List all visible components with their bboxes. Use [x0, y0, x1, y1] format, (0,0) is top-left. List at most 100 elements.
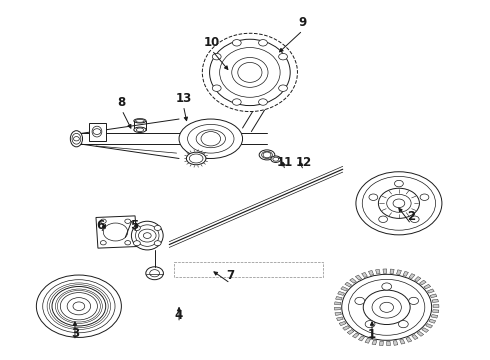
Text: 3: 3 — [71, 327, 79, 339]
Circle shape — [382, 283, 392, 290]
Circle shape — [36, 275, 122, 337]
Circle shape — [100, 240, 106, 245]
Circle shape — [201, 132, 220, 146]
Polygon shape — [431, 315, 438, 318]
Polygon shape — [335, 302, 341, 305]
Polygon shape — [335, 312, 342, 315]
Ellipse shape — [134, 127, 146, 132]
Circle shape — [133, 225, 140, 230]
Circle shape — [393, 199, 405, 208]
Polygon shape — [412, 334, 418, 339]
Circle shape — [232, 99, 241, 105]
Polygon shape — [426, 324, 433, 328]
Circle shape — [380, 302, 393, 312]
Polygon shape — [355, 275, 362, 280]
Polygon shape — [341, 287, 347, 291]
Ellipse shape — [220, 48, 280, 97]
Ellipse shape — [131, 221, 163, 250]
Ellipse shape — [179, 119, 243, 158]
Ellipse shape — [271, 156, 281, 162]
Text: 8: 8 — [118, 96, 126, 109]
Circle shape — [409, 297, 418, 305]
Polygon shape — [400, 339, 405, 344]
Circle shape — [356, 172, 442, 235]
Circle shape — [43, 280, 115, 333]
Text: 13: 13 — [175, 92, 192, 105]
Polygon shape — [415, 276, 421, 282]
Polygon shape — [417, 332, 424, 336]
Polygon shape — [406, 337, 412, 342]
Polygon shape — [379, 341, 383, 346]
Ellipse shape — [92, 126, 102, 137]
Ellipse shape — [238, 63, 262, 82]
Polygon shape — [336, 297, 342, 300]
Circle shape — [387, 194, 411, 212]
Circle shape — [150, 270, 159, 277]
Circle shape — [100, 219, 106, 224]
Ellipse shape — [136, 120, 145, 122]
Circle shape — [93, 129, 101, 134]
Polygon shape — [396, 270, 401, 275]
Polygon shape — [358, 336, 365, 341]
Polygon shape — [387, 341, 391, 346]
Polygon shape — [96, 216, 137, 248]
Circle shape — [125, 219, 131, 224]
Circle shape — [378, 188, 419, 219]
Circle shape — [154, 241, 161, 246]
Polygon shape — [89, 123, 106, 140]
Circle shape — [259, 99, 268, 105]
Ellipse shape — [134, 119, 146, 123]
Polygon shape — [368, 270, 373, 275]
Ellipse shape — [196, 130, 225, 148]
Circle shape — [279, 85, 288, 91]
Polygon shape — [174, 262, 323, 277]
Polygon shape — [427, 289, 434, 293]
Circle shape — [139, 229, 156, 242]
Polygon shape — [338, 291, 344, 296]
Polygon shape — [347, 330, 354, 334]
Circle shape — [133, 241, 140, 246]
Text: 4: 4 — [175, 309, 183, 321]
Circle shape — [279, 53, 288, 60]
Polygon shape — [430, 294, 437, 298]
Polygon shape — [419, 280, 426, 285]
Circle shape — [263, 152, 271, 158]
Circle shape — [369, 194, 378, 201]
Circle shape — [259, 40, 268, 46]
Ellipse shape — [136, 128, 144, 132]
Text: 1: 1 — [368, 328, 376, 341]
Polygon shape — [372, 340, 377, 345]
Text: 11: 11 — [277, 156, 293, 169]
Circle shape — [154, 225, 161, 230]
Polygon shape — [432, 299, 439, 302]
Circle shape — [125, 240, 131, 245]
Polygon shape — [375, 269, 380, 274]
Circle shape — [363, 290, 410, 324]
Circle shape — [73, 302, 85, 311]
Polygon shape — [422, 328, 429, 332]
Ellipse shape — [210, 39, 290, 105]
Polygon shape — [352, 333, 359, 338]
Ellipse shape — [72, 134, 81, 144]
Polygon shape — [390, 269, 394, 274]
Circle shape — [212, 53, 221, 60]
Circle shape — [103, 223, 128, 241]
Polygon shape — [429, 319, 436, 323]
Circle shape — [420, 194, 429, 201]
Polygon shape — [345, 282, 352, 287]
Circle shape — [52, 287, 106, 326]
Circle shape — [398, 320, 408, 328]
Polygon shape — [350, 278, 356, 283]
Text: 5: 5 — [130, 219, 139, 232]
Circle shape — [355, 297, 365, 305]
Polygon shape — [433, 305, 439, 307]
Ellipse shape — [259, 150, 275, 160]
Circle shape — [410, 216, 419, 222]
Polygon shape — [362, 273, 368, 278]
Circle shape — [60, 293, 98, 320]
Circle shape — [67, 298, 91, 315]
Circle shape — [212, 85, 221, 91]
Polygon shape — [334, 307, 341, 310]
Polygon shape — [403, 271, 409, 276]
Polygon shape — [343, 326, 349, 330]
